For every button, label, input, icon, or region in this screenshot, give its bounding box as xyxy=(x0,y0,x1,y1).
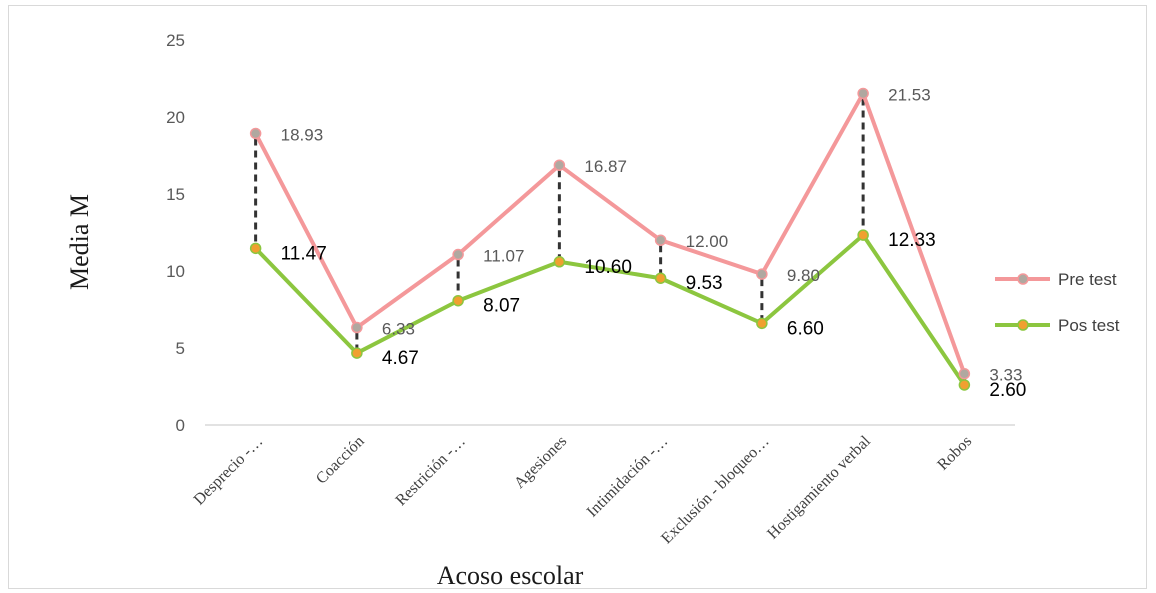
pre-test-point xyxy=(249,127,262,140)
x-tick-label: Exclusión - bloqueo… xyxy=(658,433,772,547)
pos-test-data-label: 2.60 xyxy=(989,380,1026,401)
x-tick-label: Robos xyxy=(934,433,975,474)
pre-test-data-label: 6.33 xyxy=(382,320,415,339)
pos-test-data-label: 9.53 xyxy=(686,273,723,294)
legend-pre-test: Pre test xyxy=(1058,270,1117,289)
pre-test-data-label: 16.87 xyxy=(584,157,627,176)
legend-swatch-marker xyxy=(1017,273,1029,285)
y-tick-label: 5 xyxy=(176,339,185,358)
x-tick-label: Desprecio -… xyxy=(191,433,267,509)
y-tick-label: 10 xyxy=(166,262,185,281)
x-axis-ticks: Desprecio -… Coacción Restrición -… Agesion… xyxy=(191,432,976,547)
x-tick-label: Hostigamiento verbal xyxy=(764,432,874,542)
x-tick-label: Agesiones xyxy=(511,433,570,492)
pos-test-data-label: 4.67 xyxy=(382,348,419,369)
legend: Pre test Pos test xyxy=(995,270,1120,335)
y-axis-title: Media M xyxy=(65,194,94,290)
pos-test-data-label: 6.60 xyxy=(787,318,824,339)
x-tick-label: Coacción xyxy=(313,433,368,488)
pos-test-data-label: 12.33 xyxy=(888,230,936,251)
pos-test-point xyxy=(756,317,768,330)
pre-test-data-label: 12.00 xyxy=(686,232,729,251)
pos-test-data-label: 8.07 xyxy=(483,296,520,317)
pos-test-point xyxy=(351,347,363,359)
x-tick-label: Restrición -… xyxy=(393,433,469,509)
x-axis-title: Acoso escolar xyxy=(437,561,584,590)
pre-test-point xyxy=(654,234,667,246)
pos-test-point xyxy=(249,242,262,255)
pre-test-line xyxy=(253,91,967,375)
pre-test-data-label: 9.80 xyxy=(787,266,820,285)
pre-test-point xyxy=(452,248,464,261)
y-axis-ticks: 0 5 10 15 20 25 xyxy=(166,31,185,435)
legend-pos-test: Pos test xyxy=(1058,316,1120,335)
data-labels: 18.93 6.33 11.07 16.87 12.00 9.80 21.53 3.33 11.… xyxy=(281,85,1027,401)
x-tick-label: Intimidación -… xyxy=(584,433,672,521)
pos-test-point xyxy=(958,379,971,391)
pre-test-point xyxy=(756,268,768,280)
legend-swatch-marker xyxy=(1017,319,1029,331)
pre-test-point xyxy=(857,87,869,100)
y-tick-label: 25 xyxy=(166,31,185,50)
pos-test-data-label: 11.47 xyxy=(281,243,327,264)
pos-test-point xyxy=(654,272,667,284)
pre-test-point xyxy=(958,367,971,380)
pos-test-point xyxy=(553,256,566,268)
pos-test-point xyxy=(452,294,464,307)
pre-test-data-label: 11.07 xyxy=(483,247,524,266)
pre-test-data-label: 18.93 xyxy=(281,125,324,144)
chart-frame xyxy=(8,5,1147,589)
pos-test-point xyxy=(857,229,869,241)
y-tick-label: 0 xyxy=(176,416,185,435)
series-lines xyxy=(253,91,967,387)
pre-test-data-label: 21.53 xyxy=(888,85,931,104)
pos-test-line xyxy=(254,233,967,387)
series-markers xyxy=(249,87,971,391)
y-tick-label: 20 xyxy=(166,108,185,127)
pos-test-data-label: 10.60 xyxy=(584,257,632,278)
pre-test-point xyxy=(553,159,566,171)
y-tick-label: 15 xyxy=(166,185,185,204)
pre-test-data-label: 3.33 xyxy=(989,366,1022,385)
pre-test-point xyxy=(351,321,363,334)
